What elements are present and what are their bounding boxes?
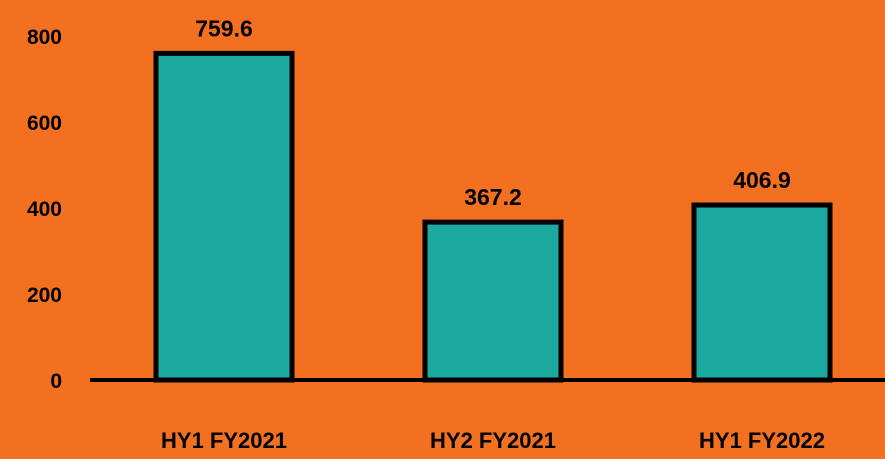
x-category-label: HY1 FY2022 [699, 428, 825, 453]
value-label: 759.6 [195, 15, 253, 41]
bar-3 [691, 202, 833, 383]
y-tick-label: 0 [50, 370, 62, 393]
value-label: 367.2 [464, 184, 522, 210]
y-tick-label: 600 [27, 112, 62, 135]
value-label: 406.9 [733, 167, 791, 193]
y-tick-label: 800 [27, 26, 62, 49]
x-category-label: HY2 FY2021 [430, 428, 556, 453]
bar-1 [153, 50, 295, 383]
y-tick-label: 200 [27, 284, 62, 307]
bar-2 [422, 219, 564, 383]
x-category-label: HY1 FY2021 [161, 428, 287, 453]
y-tick-label: 400 [27, 198, 62, 221]
